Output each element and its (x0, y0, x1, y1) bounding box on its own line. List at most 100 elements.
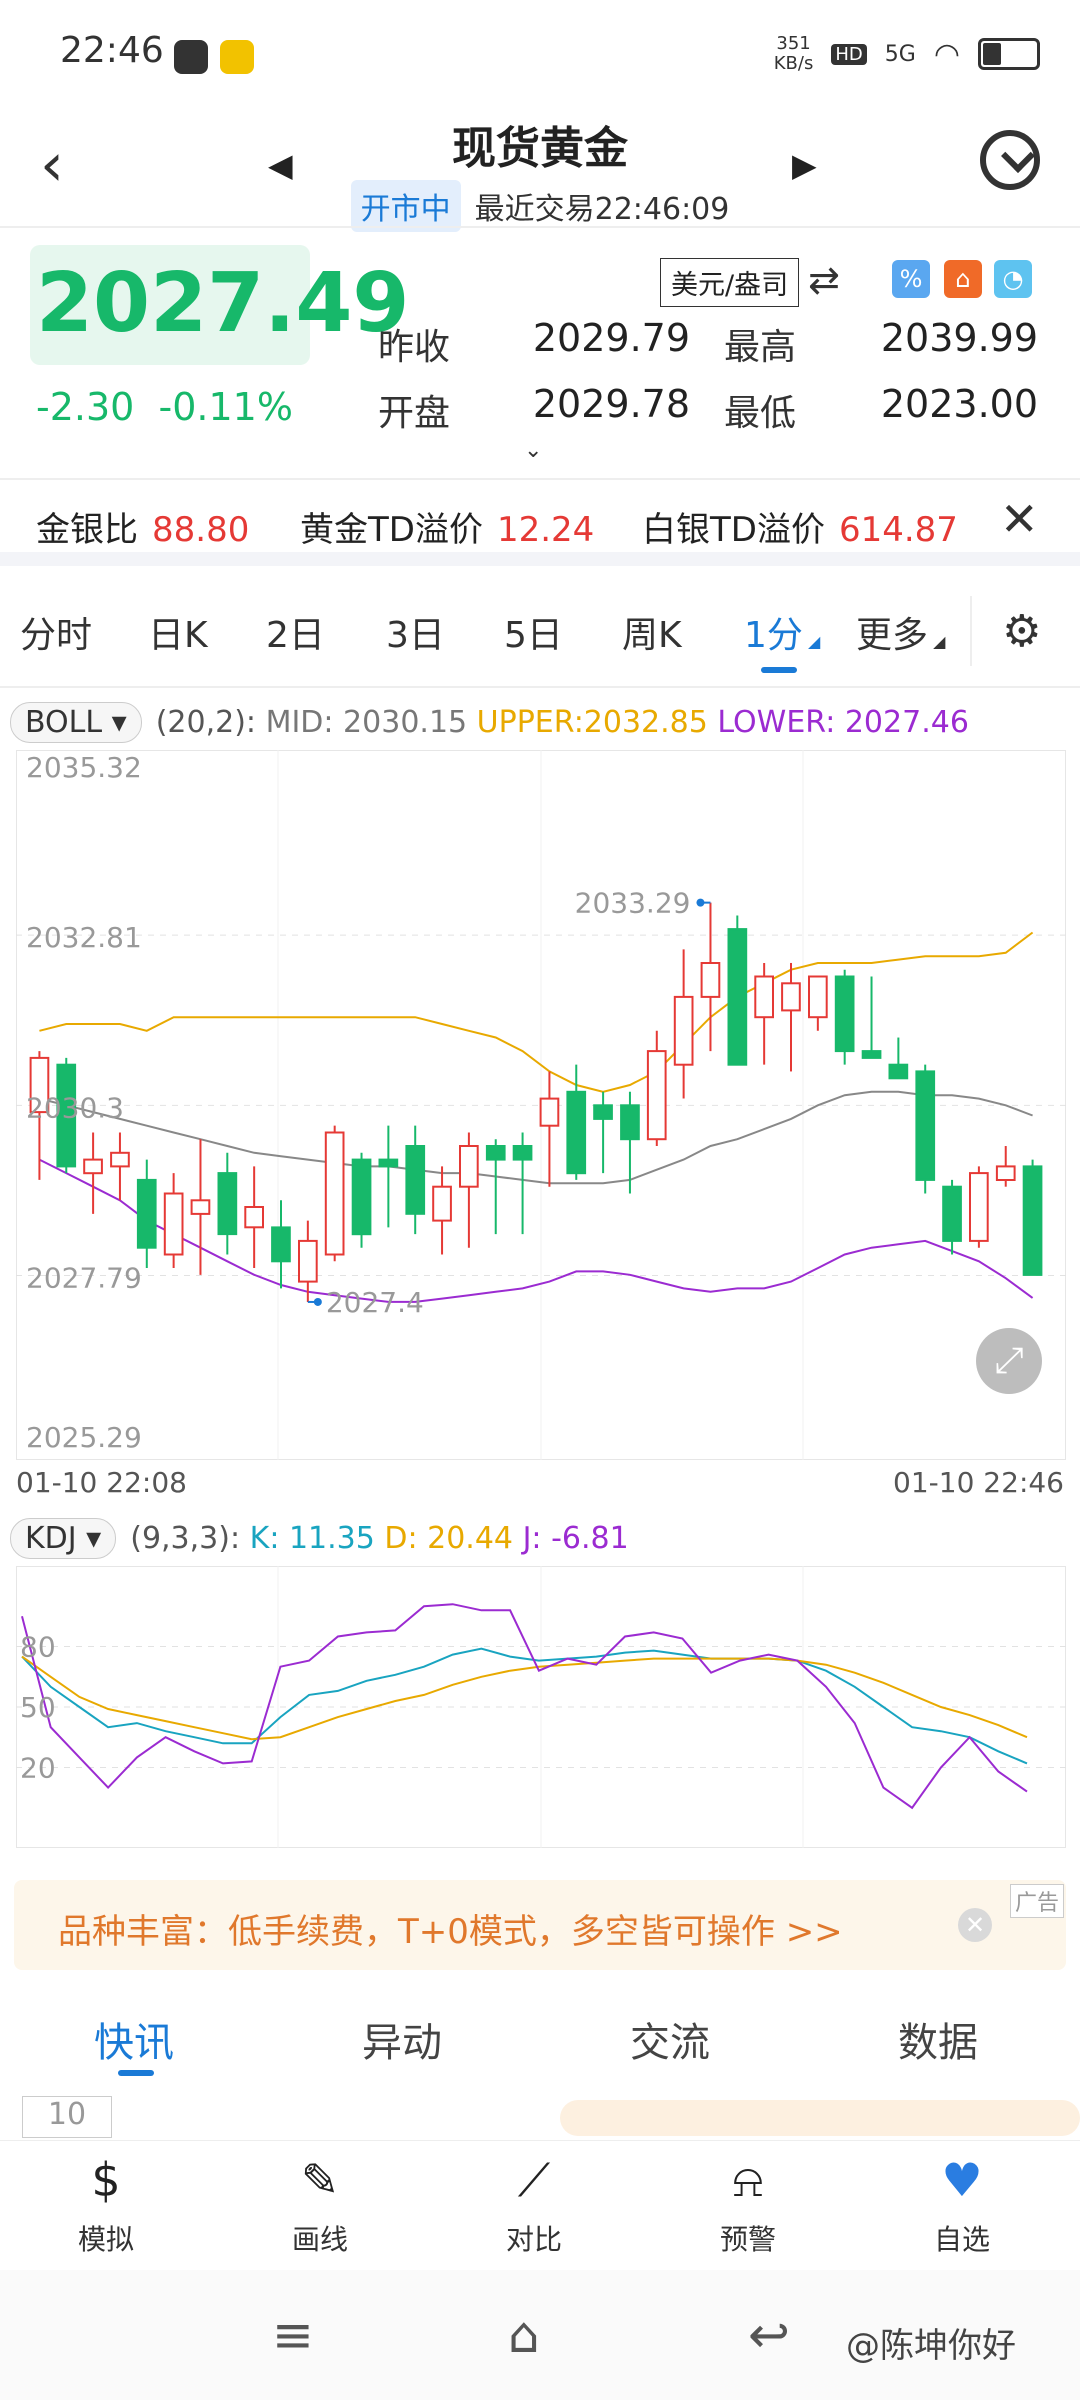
wifi-icon: ◠ (933, 36, 960, 72)
candle-body (995, 1165, 1016, 1181)
price-change: -2.30 -0.11% (36, 385, 293, 429)
compare-button[interactable]: ⟋ 对比 (464, 2150, 604, 2258)
close-ratios-icon[interactable]: ✕ (1000, 492, 1039, 546)
candle-body (888, 1063, 909, 1080)
chart-tool-icon[interactable]: ⌂ (944, 260, 982, 298)
ratio-gold-td-premium: 黄金TD溢价 12.24 (300, 510, 595, 550)
candle-body (512, 1145, 533, 1161)
alarm-button[interactable]: ⍾ 预警 (678, 2150, 818, 2258)
expand-quote-chevron-icon[interactable]: ⌄ (524, 438, 543, 463)
max-value-label: 2033.29 (575, 887, 691, 920)
dropdown-corner-icon: ◢ (802, 632, 821, 651)
boll-indicator-select[interactable]: BOLL ▾ (10, 702, 142, 743)
alarm-icon: ⍾ (732, 2153, 764, 2207)
candle-body (485, 1145, 506, 1161)
fullscreen-expand-icon[interactable]: ⤢ (976, 1328, 1042, 1394)
candle-body (459, 1145, 479, 1188)
last-price: 2027.49 (36, 256, 410, 351)
tab-period-1min[interactable]: 1分 ◢ (744, 615, 821, 656)
tab-anomaly[interactable]: 异动 (362, 2020, 442, 2066)
open-label: 开盘 (378, 393, 451, 434)
prev-close-label: 昨收 (378, 327, 451, 368)
last-trade-time: 最近交易22:46:09 (474, 192, 730, 227)
percent-tool-icon[interactable]: % (892, 260, 930, 298)
tab-period-more[interactable]: 更多 ◢ (856, 615, 946, 656)
candle-body (324, 1131, 345, 1256)
kdj-chart[interactable]: 80 50 20 (16, 1566, 1066, 1848)
candle-body (29, 1056, 50, 1114)
y-tick-label: 2035.32 (26, 751, 142, 784)
swap-unit-icon[interactable]: ⇄ (808, 258, 840, 302)
favorite-button[interactable]: ♥ 自选 (892, 2150, 1032, 2258)
menu-nav-icon[interactable]: ≡ (272, 2306, 314, 2364)
high-label: 最高 (724, 327, 797, 368)
active-tab-indicator (118, 2070, 154, 2076)
tab-period-daily[interactable]: 日K (148, 615, 208, 656)
tab-period-timeshare[interactable]: 分时 (20, 615, 93, 656)
draw-line-icon: ✎ (300, 2153, 340, 2207)
refresh-icon[interactable] (980, 130, 1040, 190)
tab-data[interactable]: 数据 (898, 2020, 978, 2066)
pie-tool-icon[interactable]: ◔ (994, 260, 1032, 298)
y-tick-label: 20 (20, 1751, 56, 1784)
tab-period-weekly[interactable]: 周K (622, 615, 682, 656)
candle-body (942, 1185, 962, 1242)
y-tick-label: 2030.3 (26, 1091, 124, 1124)
tab-period-2day[interactable]: 2日 (266, 615, 325, 656)
candle-body (136, 1178, 157, 1249)
candle-body (190, 1199, 211, 1215)
boll-mid-line (39, 1090, 1033, 1185)
candle-body (781, 982, 801, 1012)
ad-text[interactable]: 品种丰富：低手续费，T+0模式，多空皆可操作 >> (58, 1912, 843, 1952)
candle-body (378, 1158, 399, 1168)
back-icon[interactable]: ‹ (40, 130, 64, 200)
news-date-box: 10 (22, 2096, 112, 2138)
unit-selector[interactable]: 美元/盎司 (660, 258, 800, 307)
kdj-legend: KDJ ▾ (9,3,3): K: 11.35 D: 20.44 J: -6.81 (10, 1518, 629, 1559)
candle-body (593, 1104, 613, 1120)
candle-body (808, 975, 828, 1019)
settings-gear-icon[interactable]: ⚙ (1002, 606, 1042, 657)
boll-legend: BOLL ▾ (20,2): MID: 2030.15 UPPER:2032.85… (10, 702, 969, 743)
tab-period-5day[interactable]: 5日 (504, 615, 563, 656)
kdj-k-line (21, 1647, 1028, 1765)
time-axis-end: 01-10 22:46 (893, 1466, 1064, 1499)
news-peek-banner[interactable] (560, 2100, 1080, 2136)
battery-icon (978, 38, 1040, 70)
bottom-toolbar (0, 2140, 1080, 2271)
high-value: 2039.99 (880, 316, 1038, 360)
close-ad-icon[interactable]: ✕ (958, 1908, 992, 1942)
candle-body (727, 928, 748, 1066)
candle-body (861, 1050, 882, 1059)
kline-chart[interactable]: 2035.32 2032.81 2030.3 2027.79 2025.29 2033.2… (16, 750, 1066, 1460)
tab-flash-news[interactable]: 快讯 (94, 2020, 174, 2066)
system-nav-bar (0, 2270, 1080, 2400)
kdj-indicator-select[interactable]: KDJ ▾ (10, 1518, 117, 1559)
simulate-button[interactable]: $ 模拟 (36, 2150, 176, 2258)
candle-body (915, 1070, 936, 1181)
previous-instrument-icon[interactable]: ◀ (268, 146, 293, 184)
price-highlight (30, 245, 310, 365)
low-label: 最低 (724, 393, 797, 434)
max-marker-dot (696, 898, 705, 907)
hd-icon: HD (831, 43, 867, 65)
ad-banner[interactable] (14, 1880, 1066, 1970)
back-nav-icon[interactable]: ↩ (748, 2306, 790, 2364)
draw-line-button[interactable]: ✎ 画线 (250, 2150, 390, 2258)
candle-body (217, 1172, 238, 1236)
watermark: @陈坤你好 (846, 2326, 1016, 2366)
tab-community[interactable]: 交流 (630, 2020, 710, 2066)
candle-body (405, 1145, 426, 1215)
dropdown-corner-icon: ◢ (928, 632, 946, 651)
candle-body (754, 975, 774, 1019)
kdj-d-line (21, 1655, 1028, 1741)
ratio-gold-silver: 金银比 88.80 (36, 510, 250, 550)
candle-body (432, 1185, 452, 1222)
tab-period-3day[interactable]: 3日 (386, 615, 445, 656)
next-instrument-icon[interactable]: ▶ (792, 146, 817, 184)
simulate-icon: $ (91, 2153, 121, 2207)
home-nav-icon[interactable]: ⌂ (508, 2306, 540, 2364)
clock: 22:46 (60, 30, 164, 71)
open-value: 2029.78 (532, 382, 690, 426)
candle-body (620, 1104, 640, 1141)
